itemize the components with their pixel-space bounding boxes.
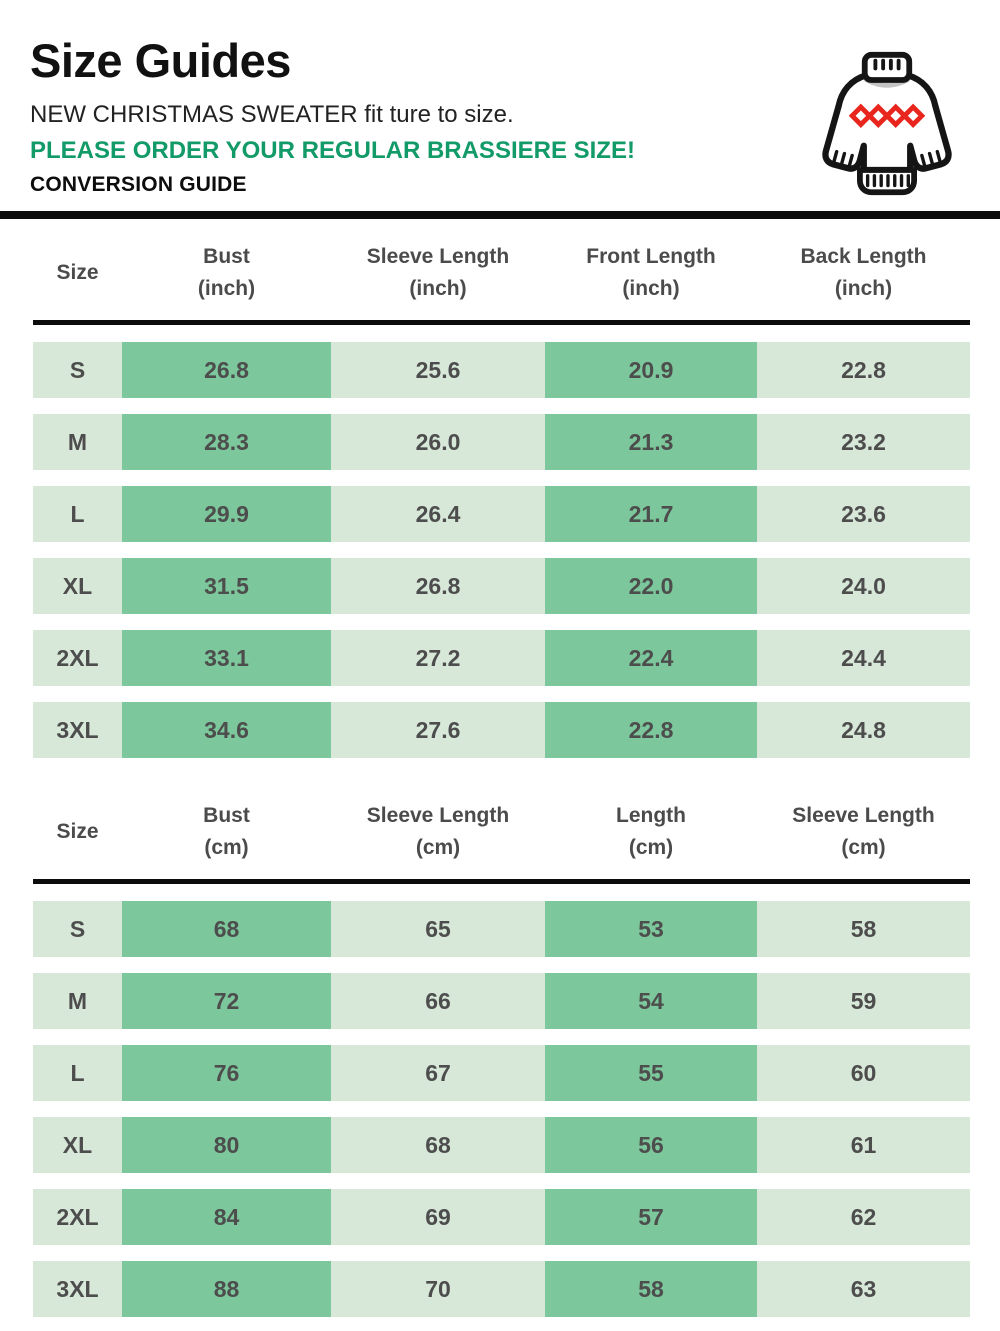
header-rule (33, 320, 970, 326)
value-cell: 59 (757, 973, 970, 1030)
table-body: S 68 65 53 58 M 72 66 54 59 L 76 67 55 60 XL 80 68 56 61 2XL… (33, 901, 970, 1318)
column-header: Size (56, 261, 99, 285)
value-cell: 33.1 (122, 630, 331, 687)
table-row: S 68 65 53 58 (33, 901, 970, 958)
value-cell: 26.0 (331, 414, 545, 471)
value-cell: 29.9 (122, 486, 331, 543)
value-cell: 68 (331, 1117, 545, 1174)
conversion-guide-label: CONVERSION GUIDE (30, 173, 247, 197)
value-cell: 25.6 (331, 342, 545, 399)
value-cell: 56 (545, 1117, 757, 1174)
column-header: Bust (cm) (203, 804, 250, 859)
column-header: Sleeve Length (cm) (366, 804, 510, 859)
value-cell: 69 (331, 1189, 545, 1246)
christmas-sweater-icon (802, 50, 972, 200)
value-cell: 28.3 (122, 414, 331, 471)
size-cell: L (33, 486, 122, 543)
size-cell: M (33, 414, 122, 471)
table-body: S 26.8 25.6 20.9 22.8 M 28.3 26.0 21.3 23.2 L 29.9 2… (33, 342, 970, 759)
value-cell: 65 (331, 901, 545, 958)
value-cell: 26.8 (122, 342, 331, 399)
table-row: M 28.3 26.0 21.3 23.2 (33, 414, 970, 471)
value-cell: 70 (331, 1261, 545, 1318)
table-row: 3XL 88 70 58 63 (33, 1261, 970, 1318)
value-cell: 21.7 (545, 486, 757, 543)
value-cell: 61 (757, 1117, 970, 1174)
table-header-row: Size Bust (cm) Sleeve Length (cm) Length (cm) S… (33, 774, 970, 879)
value-cell: 34.6 (122, 702, 331, 759)
size-cell: 2XL (33, 630, 122, 687)
table-row: M 72 66 54 59 (33, 973, 970, 1030)
value-cell: 68 (122, 901, 331, 958)
value-cell: 54 (545, 973, 757, 1030)
value-cell: 57 (545, 1189, 757, 1246)
value-cell: 62 (757, 1189, 970, 1246)
size-cell: XL (33, 1117, 122, 1174)
value-cell: 26.4 (331, 486, 545, 543)
value-cell: 21.3 (545, 414, 757, 471)
value-cell: 22.0 (545, 558, 757, 615)
table-row: 2XL 33.1 27.2 22.4 24.4 (33, 630, 970, 687)
value-cell: 66 (331, 973, 545, 1030)
size-cell: 2XL (33, 1189, 122, 1246)
value-cell: 72 (122, 973, 331, 1030)
value-cell: 22.8 (545, 702, 757, 759)
table-row: L 29.9 26.4 21.7 23.6 (33, 486, 970, 543)
value-cell: 58 (545, 1261, 757, 1318)
column-header: Length (cm) (616, 804, 686, 859)
size-cell: M (33, 973, 122, 1030)
header-rule (33, 879, 970, 885)
size-cell: S (33, 342, 122, 399)
value-cell: 53 (545, 901, 757, 958)
table-row: 2XL 84 69 57 62 (33, 1189, 970, 1246)
size-table-cm: Size Bust (cm) Sleeve Length (cm) Length (cm) S… (33, 774, 970, 1318)
value-cell: 24.0 (757, 558, 970, 615)
value-cell: 23.2 (757, 414, 970, 471)
table-row: 3XL 34.6 27.6 22.8 24.8 (33, 702, 970, 759)
value-cell: 60 (757, 1045, 970, 1102)
value-cell: 27.2 (331, 630, 545, 687)
diamond-pattern (848, 103, 926, 128)
size-cell: S (33, 901, 122, 958)
value-cell: 22.8 (757, 342, 970, 399)
section-divider (0, 211, 1000, 220)
value-cell: 63 (757, 1261, 970, 1318)
value-cell: 58 (757, 901, 970, 958)
size-cell: 3XL (33, 1261, 122, 1318)
fit-subtitle: NEW CHRISTMAS SWEATER fit ture to size. (30, 101, 514, 129)
value-cell: 88 (122, 1261, 331, 1318)
value-cell: 24.8 (757, 702, 970, 759)
value-cell: 80 (122, 1117, 331, 1174)
size-cell: 3XL (33, 702, 122, 759)
value-cell: 31.5 (122, 558, 331, 615)
column-header: Size (56, 820, 99, 844)
value-cell: 22.4 (545, 630, 757, 687)
table-row: XL 80 68 56 61 (33, 1117, 970, 1174)
value-cell: 24.4 (757, 630, 970, 687)
size-cell: XL (33, 558, 122, 615)
table-row: S 26.8 25.6 20.9 22.8 (33, 342, 970, 399)
value-cell: 84 (122, 1189, 331, 1246)
size-table-inch: Size Bust (inch) Sleeve Length (inch) Front L… (33, 219, 970, 759)
table-header-row: Size Bust (inch) Sleeve Length (inch) Front L… (33, 219, 970, 320)
page-header: Size Guides NEW CHRISTMAS SWEATER fit tu… (0, 0, 1000, 197)
value-cell: 26.8 (331, 558, 545, 615)
value-cell: 23.6 (757, 486, 970, 543)
column-header: Sleeve Length (inch) (366, 245, 510, 300)
table-row: L 76 67 55 60 (33, 1045, 970, 1102)
value-cell: 55 (545, 1045, 757, 1102)
value-cell: 20.9 (545, 342, 757, 399)
column-header: Bust (inch) (197, 245, 256, 300)
order-notice: PLEASE ORDER YOUR REGULAR BRASSIERE SIZE… (30, 137, 635, 165)
value-cell: 76 (122, 1045, 331, 1102)
value-cell: 27.6 (331, 702, 545, 759)
value-cell: 67 (331, 1045, 545, 1102)
size-cell: L (33, 1045, 122, 1102)
column-header: Back Length (inch) (800, 245, 927, 300)
table-row: XL 31.5 26.8 22.0 24.0 (33, 558, 970, 615)
page-title: Size Guides (30, 34, 291, 87)
column-header: Front Length (inch) (586, 245, 716, 300)
column-header: Sleeve Length (cm) (792, 804, 935, 859)
